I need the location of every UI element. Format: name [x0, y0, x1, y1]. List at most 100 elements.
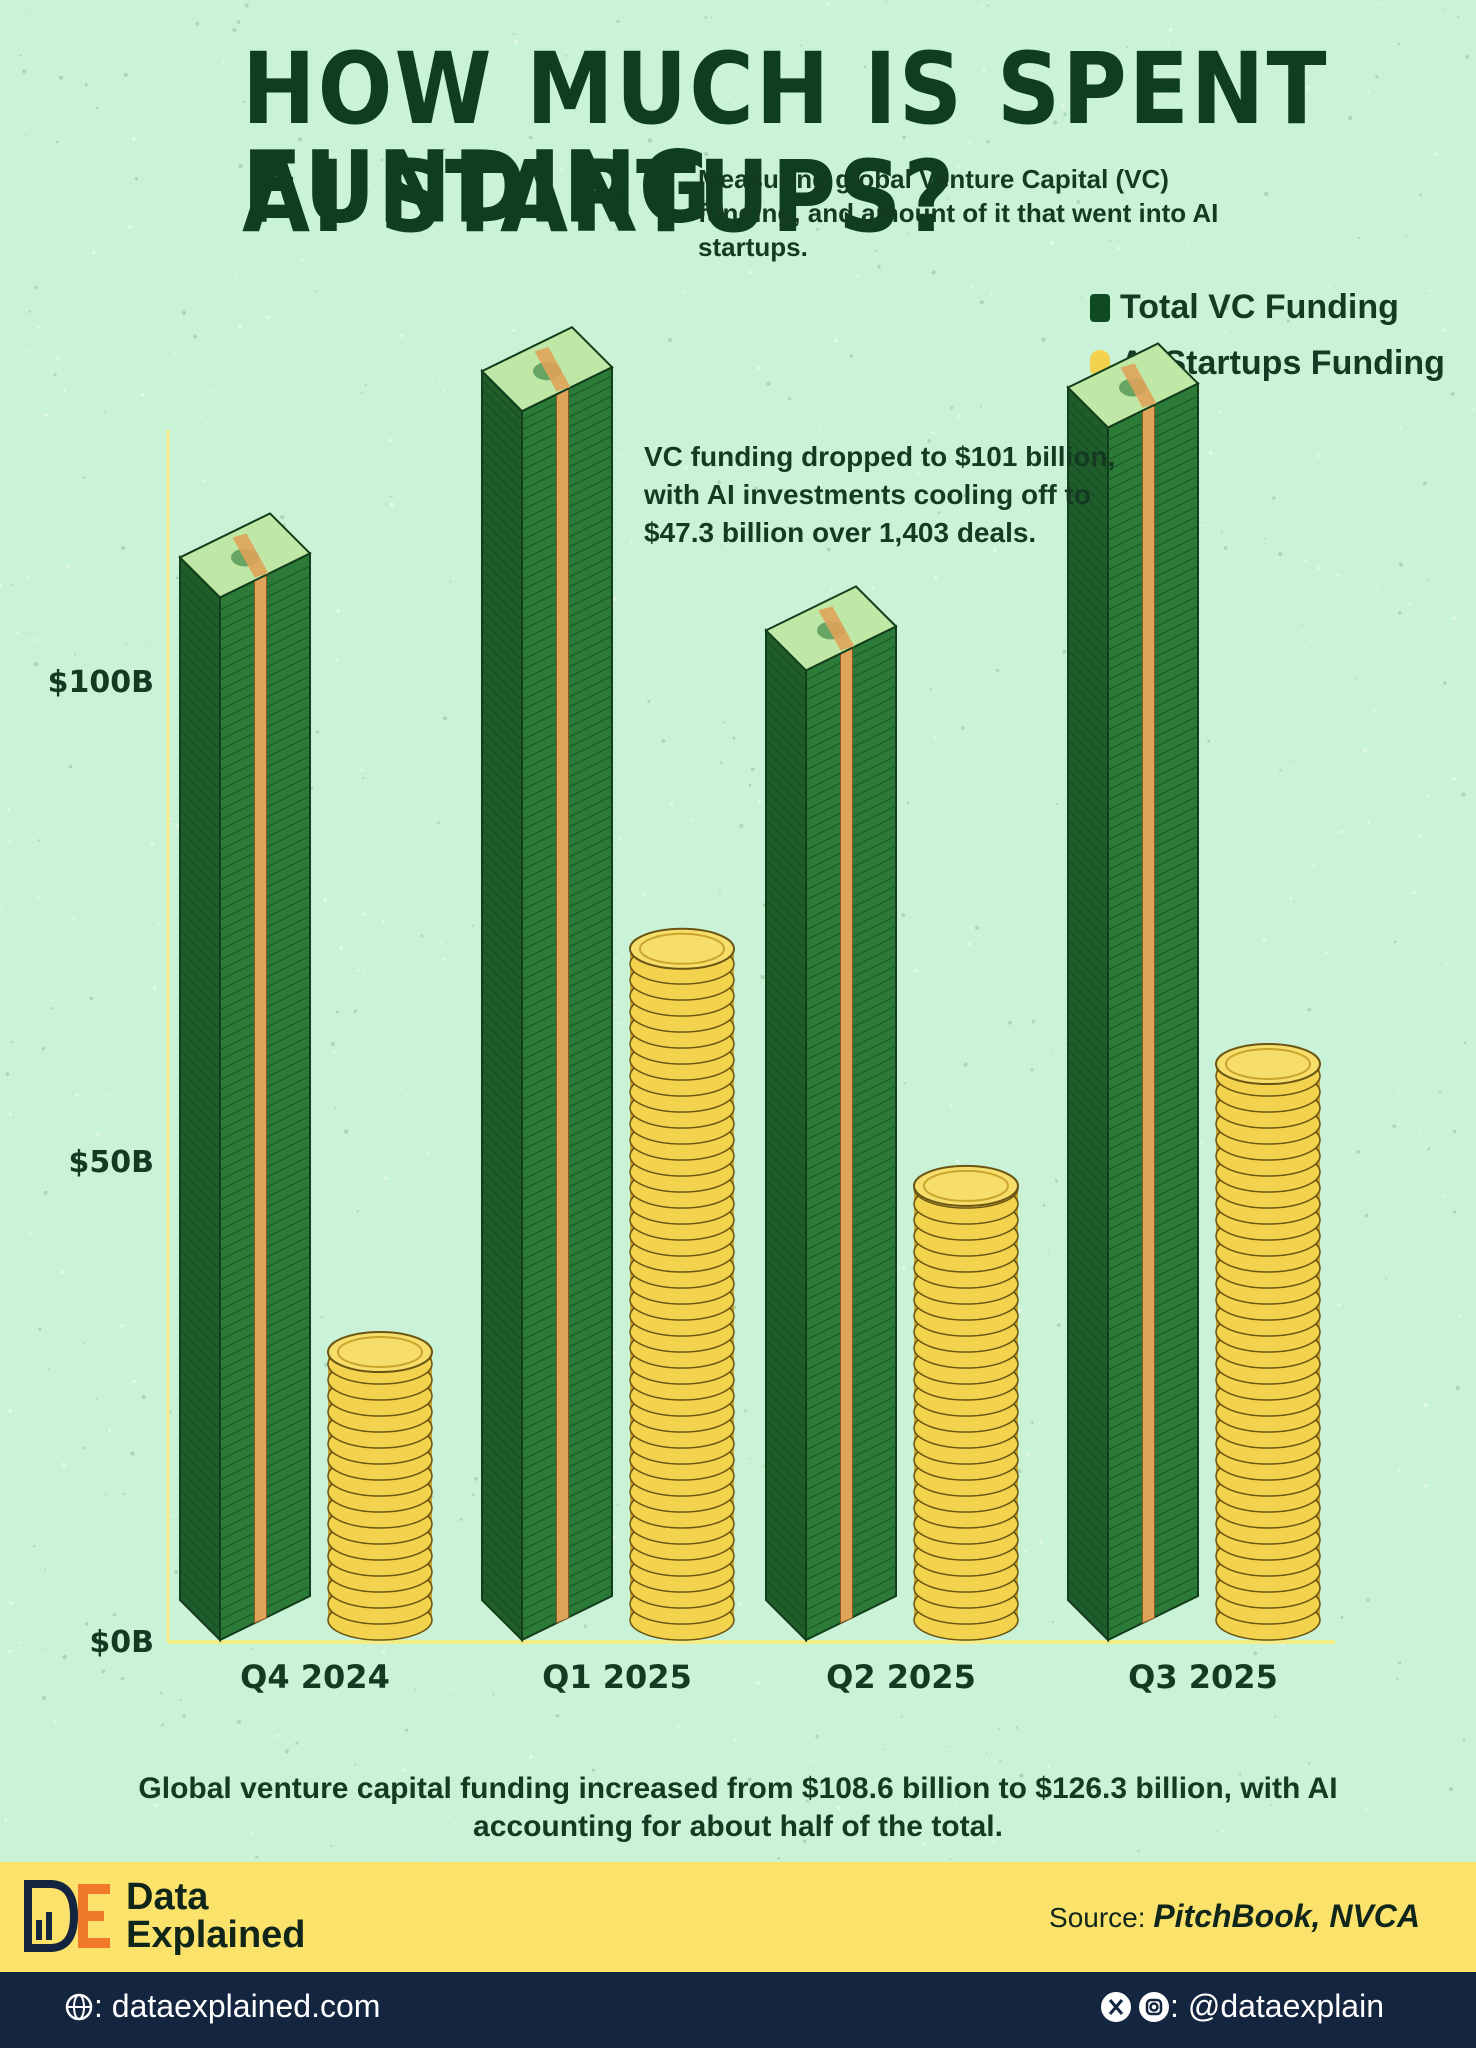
banknote-edge-line [179, 1579, 221, 1621]
speckle-dot [746, 1417, 749, 1420]
banknote-edge-line [765, 1399, 807, 1441]
speckle-dot [676, 426, 679, 429]
speckle-dot [1116, 246, 1120, 250]
banknote-edge-line [481, 1029, 523, 1071]
banknote-edge-line [765, 739, 807, 781]
banknote-edge-line [765, 1239, 807, 1281]
speckle-dot [1336, 573, 1340, 578]
speckle-dot [1362, 748, 1367, 753]
speckle-dot [119, 723, 122, 726]
banknote-edge-line [1067, 1089, 1109, 1131]
speckle-dot [1055, 154, 1057, 156]
speckle-dot [400, 333, 405, 338]
banknote-edge-line [1067, 839, 1109, 881]
banknote-edge-line [179, 719, 221, 761]
banknote-edge-line [481, 419, 523, 461]
speckle-dot [1463, 1041, 1467, 1045]
banknote-edge-line [765, 869, 807, 911]
banknote-edge-line [765, 909, 807, 951]
speckle-dot [201, 478, 205, 483]
banknote-edge-line [1067, 599, 1109, 641]
banknote-edge-line [1067, 1369, 1109, 1411]
banknote-edge-line [481, 719, 523, 761]
banknote-edge-line [765, 999, 807, 1041]
banknote-edge-line [179, 819, 221, 861]
banknote-edge-line [765, 1099, 807, 1141]
banknote-edge-line [481, 1309, 523, 1351]
speckle-dot [387, 1321, 389, 1323]
speckle-dot [742, 1778, 745, 1781]
speckle-dot [965, 13, 967, 16]
speckle-dot [426, 1150, 430, 1154]
speckle-dot [555, 1713, 560, 1718]
website-link[interactable]: : dataexplained.com [64, 1988, 380, 2025]
speckle-dot [1367, 820, 1371, 825]
speckle-dot [541, 55, 544, 58]
banknote-edge-line [179, 619, 221, 661]
banknote-edge-line [481, 779, 523, 821]
speckle-dot [1393, 940, 1397, 944]
banknote-edge-line [765, 849, 807, 891]
banknote-edge-line [481, 1349, 523, 1391]
social-handle[interactable]: : @dataexplain [1100, 1988, 1384, 2025]
speckle-dot [356, 400, 359, 403]
speckle-dot [743, 1409, 748, 1413]
speckle-dot [816, 252, 818, 254]
banknote-edge-line [481, 939, 523, 981]
speckle-dot [1076, 200, 1081, 204]
speckle-dot [471, 924, 474, 927]
banknote-edge-line [481, 639, 523, 681]
speckle-dot [762, 1465, 765, 1468]
speckle-dot [381, 919, 385, 924]
speckle-dot [1223, 546, 1228, 550]
coin-top [327, 1331, 433, 1373]
speckle-dot [1201, 523, 1205, 527]
banknote-edge-line [1067, 1129, 1109, 1171]
speckle-dot [1286, 319, 1290, 323]
banknote-edge-line [1067, 669, 1109, 711]
speckle-dot [591, 1768, 595, 1772]
banknote-edge-line [179, 1179, 221, 1221]
speckle-dot [488, 354, 491, 357]
speckle-dot [703, 200, 707, 204]
speckle-dot [1428, 289, 1432, 293]
speckle-dot [407, 1088, 409, 1090]
banknote-edge-line [179, 989, 221, 1031]
speckle-dot [232, 28, 237, 32]
speckle-dot [414, 1688, 417, 1691]
banknote-edge-line [481, 909, 523, 951]
banknote-edge-line [179, 1189, 221, 1231]
speckle-dot [633, 1711, 635, 1714]
speckle-dot [314, 290, 317, 293]
speckle-dot [1457, 1314, 1462, 1318]
banknote-edge-line [481, 399, 523, 441]
banknote-edge-line [1067, 1539, 1109, 1581]
speckle-dot [169, 817, 173, 821]
speckle-dot [738, 1601, 743, 1606]
banknote-edge-line [765, 969, 807, 1011]
speckle-dot [44, 1568, 47, 1571]
speckle-dot [9, 359, 12, 362]
speckle-dot [1278, 551, 1283, 557]
speckle-dot [1307, 1761, 1311, 1765]
banknote-edge-line [765, 1019, 807, 1061]
banknote-edge-line [179, 869, 221, 911]
money-strap-top [1120, 363, 1157, 408]
speckle-dot [1423, 667, 1425, 669]
banknote-edge-line [1067, 519, 1109, 561]
speckle-dot [334, 1107, 336, 1109]
banknote-edge-line [179, 689, 221, 731]
speckle-dot [1260, 545, 1262, 548]
banknote-edge-line [1067, 659, 1109, 701]
speckle-dot [1025, 395, 1028, 398]
speckle-dot [931, 430, 936, 435]
banknote-edge-line [765, 899, 807, 941]
speckle-dot [114, 1669, 116, 1672]
banknote-edge-line [179, 1229, 221, 1271]
speckle-dot [234, 277, 237, 280]
speckle-dot [790, 1809, 793, 1811]
speckle-dot [73, 4, 76, 6]
speckle-dot [426, 125, 428, 127]
speckle-dot [1172, 92, 1174, 95]
speckle-dot [0, 904, 2, 908]
